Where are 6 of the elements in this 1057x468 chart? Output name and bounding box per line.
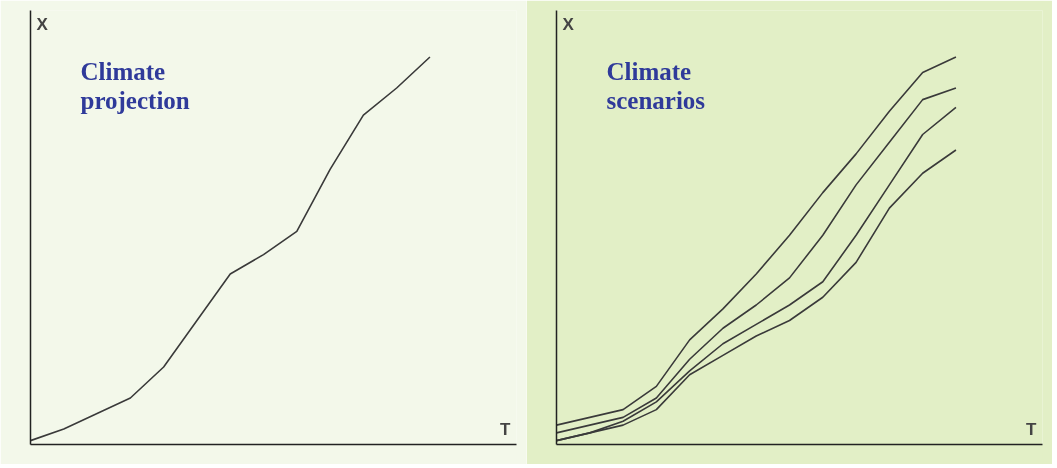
text: Climate projection [80, 57, 190, 115]
text: Climate scenarios [606, 57, 706, 115]
y-axis-title: X [36, 14, 49, 34]
x-axis-title: T [1026, 419, 1038, 439]
x-axis-title: T [500, 419, 512, 439]
y-axis-title: X [562, 14, 575, 34]
